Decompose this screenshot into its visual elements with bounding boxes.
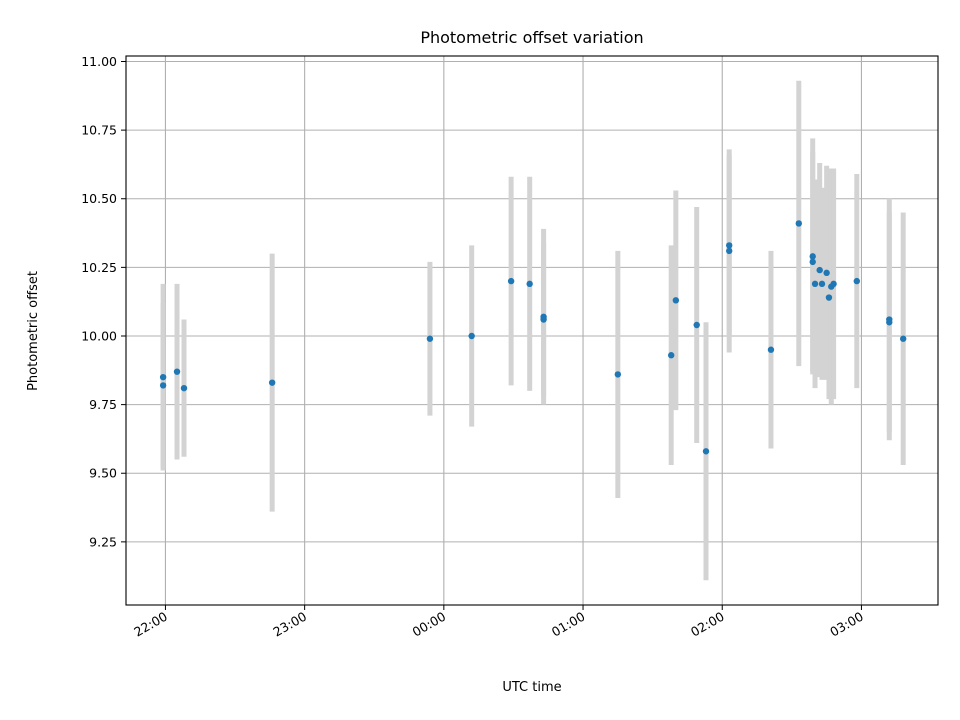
data-point (830, 280, 837, 288)
data-point (468, 332, 475, 340)
data-point (767, 346, 775, 353)
grid-layer (126, 56, 938, 605)
y-axis-label: Photometric offset (26, 271, 41, 391)
errorbar-layer (160, 80, 906, 581)
plot-frame (125, 55, 939, 606)
data-point (823, 269, 830, 277)
y-tick-label: 10.00 (81, 328, 117, 343)
data-point (159, 373, 167, 381)
data-point (900, 335, 907, 342)
data-point (268, 379, 276, 386)
y-tick-label: 9.25 (89, 534, 117, 549)
data-point (886, 319, 893, 326)
data-point (672, 297, 680, 304)
data-point (426, 335, 434, 342)
x-tick-label: 22:00 (131, 609, 170, 640)
y-tick-label: 10.25 (81, 260, 117, 275)
data-point (809, 253, 816, 260)
data-point (818, 280, 826, 288)
data-point (540, 316, 547, 323)
y-tick-label: 10.75 (81, 123, 117, 138)
y-tick-label: 9.50 (89, 466, 117, 481)
y-tick-label: 11.00 (81, 54, 117, 69)
y-tick-label: 10.50 (81, 191, 117, 206)
data-point (526, 280, 533, 288)
data-point (726, 242, 733, 249)
data-point (811, 280, 819, 288)
data-point (726, 247, 733, 255)
x-tick-label: 03:00 (827, 609, 866, 640)
y-tick-label: 9.75 (89, 397, 117, 412)
data-point (702, 448, 710, 455)
chart-title: Photometric offset variation (420, 28, 643, 47)
x-tick-label: 23:00 (270, 609, 309, 640)
x-tick-label: 01:00 (549, 609, 588, 640)
data-point (853, 277, 860, 285)
data-point (614, 371, 622, 378)
data-point (816, 266, 823, 274)
x-axis-label: UTC time (502, 680, 561, 695)
data-point (668, 352, 675, 359)
point-layer (159, 220, 907, 455)
data-point (693, 321, 700, 329)
x-tick-label: 02:00 (688, 609, 727, 640)
x-tick-label: 00:00 (410, 609, 449, 640)
data-point (825, 294, 833, 301)
data-point (507, 277, 515, 285)
data-point (173, 368, 181, 375)
data-point (159, 382, 167, 389)
data-point (809, 258, 816, 266)
data-point (180, 384, 188, 392)
data-point (795, 220, 802, 227)
